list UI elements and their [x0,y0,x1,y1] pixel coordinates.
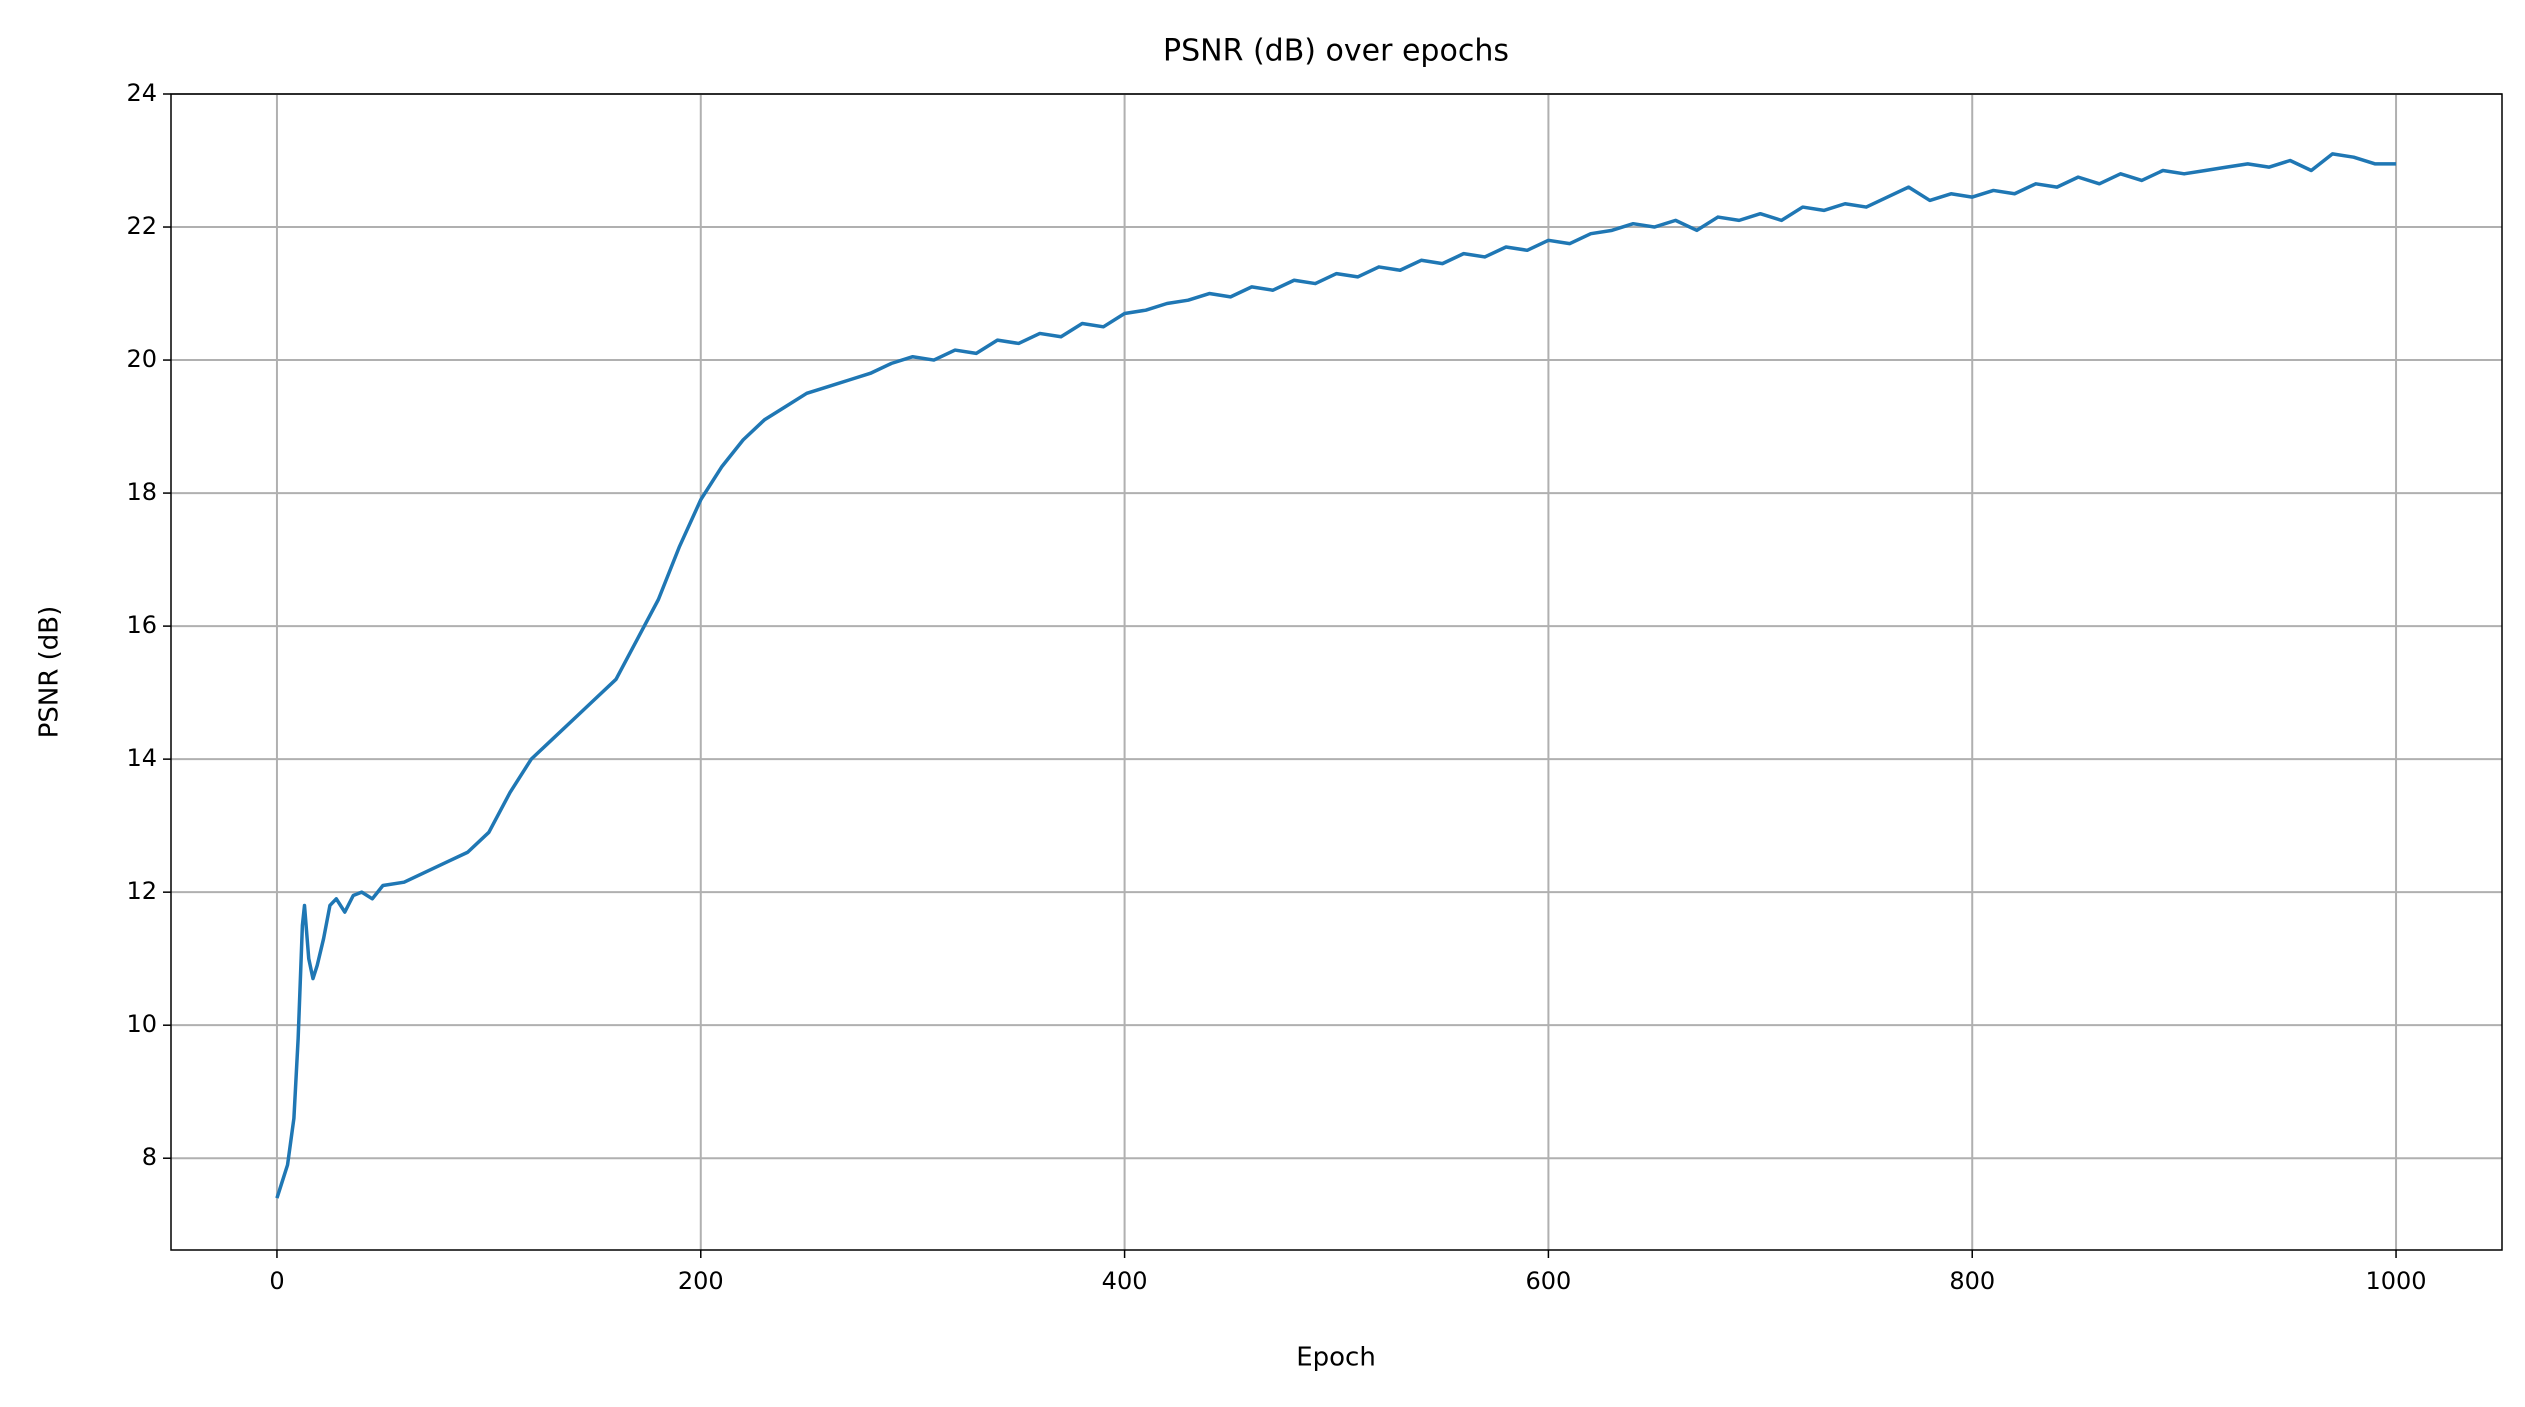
y-axis-label: PSNR (dB) [35,606,65,739]
y-tick-label: 22 [126,212,157,240]
y-tick-label: 16 [126,611,157,639]
data-line [275,152,2397,1199]
x-tick-label: 200 [678,1267,724,1295]
y-tick-label: 12 [126,877,157,905]
y-tick-label: 10 [126,1010,157,1038]
chart-title: PSNR (dB) over epochs [1163,34,1509,69]
x-tick-label: 800 [1949,1267,1995,1295]
x-tick-label: 1000 [2366,1267,2427,1295]
plot-frame [170,93,2503,1251]
x-tick-label: 0 [269,1267,284,1295]
y-tick-label: 14 [126,744,157,772]
x-tick-label: 600 [1526,1267,1572,1295]
y-tick-label: 8 [142,1143,157,1171]
x-tick-label: 400 [1102,1267,1148,1295]
y-tick-label: 18 [126,478,157,506]
y-tick-label: 24 [126,79,157,107]
y-tick-label: 20 [126,345,157,373]
x-axis-label: Epoch [1296,1343,1376,1373]
